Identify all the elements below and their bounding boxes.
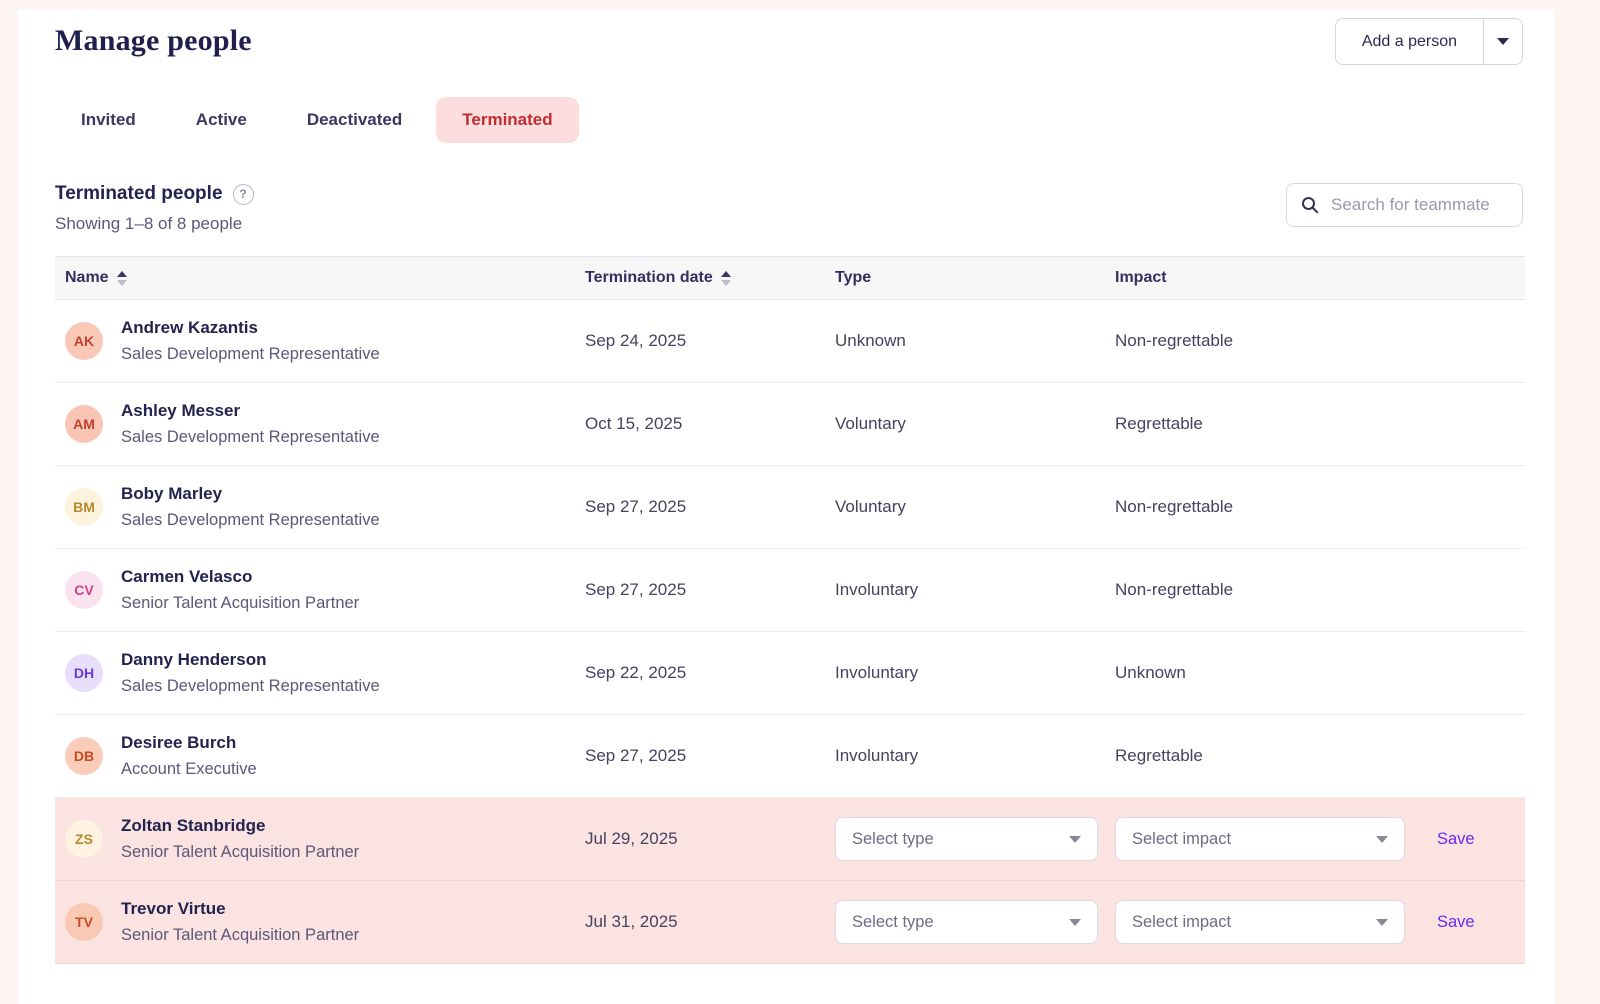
terminated-people-table: Name Termination date Type Impact AK And… [55, 256, 1525, 964]
tab-terminated[interactable]: Terminated [436, 97, 579, 143]
person-name: Ashley Messer [121, 400, 241, 420]
person-name: Desiree Burch [121, 732, 237, 752]
select-type-dropdown[interactable]: Select type [835, 817, 1098, 861]
person-role: Sales Development Representative [121, 428, 380, 447]
table-row[interactable]: DB Desiree Burch Account Executive Sep 2… [55, 715, 1525, 798]
person-name: Zoltan Stanbridge [121, 815, 266, 835]
save-button[interactable]: Save [1437, 912, 1475, 931]
column-header-name[interactable]: Name [55, 269, 585, 287]
termination-date: Oct 15, 2025 [585, 414, 683, 433]
avatar: TV [65, 902, 103, 941]
tab-deactivated[interactable]: Deactivated [306, 110, 403, 129]
termination-type: Involuntary [835, 746, 919, 765]
table-row[interactable]: BM Boby Marley Sales Development Represe… [55, 466, 1525, 549]
person-name: Danny Henderson [121, 649, 267, 669]
chevron-down-icon [1069, 835, 1081, 843]
table-row[interactable]: AK Andrew Kazantis Sales Development Rep… [55, 300, 1525, 383]
page-title: Manage people [55, 24, 252, 57]
termination-date: Sep 22, 2025 [585, 663, 687, 682]
select-impact-dropdown[interactable]: Select impact [1115, 817, 1405, 861]
termination-date: Sep 27, 2025 [585, 497, 687, 516]
sort-icon[interactable] [720, 270, 731, 286]
manage-people-panel: Manage people Add a person Invited Activ… [18, 10, 1555, 1004]
termination-type: Voluntary [835, 497, 906, 516]
person-role: Sales Development Representative [121, 677, 380, 696]
termination-impact: Regrettable [1115, 746, 1203, 765]
select-type-dropdown[interactable]: Select type [835, 900, 1098, 944]
results-count: Showing 1–8 of 8 people [55, 214, 243, 233]
add-person-split-button[interactable]: Add a person [1334, 18, 1523, 65]
table-row-pending[interactable]: TV Trevor Virtue Senior Talent Acquisiti… [55, 881, 1525, 964]
termination-type: Voluntary [835, 414, 906, 433]
table-header: Name Termination date Type Impact [55, 256, 1525, 300]
status-tabs: Invited Active Deactivated Terminated [55, 97, 1523, 143]
avatar: CV [65, 570, 103, 609]
termination-date: Sep 27, 2025 [585, 746, 687, 765]
column-header-type: Type [835, 269, 872, 286]
termination-impact: Unknown [1115, 663, 1186, 682]
select-impact-dropdown[interactable]: Select impact [1115, 900, 1405, 944]
person-role: Sales Development Representative [121, 511, 380, 530]
person-name: Trevor Virtue [121, 898, 226, 918]
person-role: Account Executive [121, 760, 257, 779]
column-header-impact: Impact [1115, 269, 1167, 286]
termination-type: Involuntary [835, 580, 919, 599]
table-row[interactable]: AM Ashley Messer Sales Development Repre… [55, 383, 1525, 466]
section-title: Terminated people [55, 183, 223, 204]
question-mark-circle-icon[interactable]: ? [232, 183, 254, 205]
termination-impact: Non-regrettable [1115, 497, 1234, 516]
table-row[interactable]: DH Danny Henderson Sales Development Rep… [55, 632, 1525, 715]
termination-impact: Regrettable [1115, 414, 1203, 433]
chevron-down-icon [1376, 835, 1388, 843]
person-role: Senior Talent Acquisition Partner [121, 843, 360, 862]
section-header: Terminated people ? Showing 1–8 of 8 peo… [55, 183, 1523, 234]
chevron-down-icon [1069, 918, 1081, 926]
page-header: Manage people Add a person [55, 18, 1523, 65]
search-icon [1301, 196, 1319, 214]
person-role: Sales Development Representative [121, 345, 380, 364]
add-person-dropdown-toggle[interactable] [1484, 19, 1522, 64]
termination-impact: Non-regrettable [1115, 580, 1234, 599]
avatar: AK [65, 321, 103, 360]
chevron-down-icon [1497, 38, 1509, 45]
add-person-button[interactable]: Add a person [1336, 19, 1484, 64]
tab-active[interactable]: Active [195, 110, 247, 129]
avatar: BM [65, 487, 103, 526]
termination-date: Jul 29, 2025 [585, 829, 678, 848]
search-input[interactable] [1331, 195, 1508, 215]
table-row-pending[interactable]: ZS Zoltan Stanbridge Senior Talent Acqui… [55, 798, 1525, 881]
avatar: AM [65, 404, 103, 443]
search-box[interactable] [1286, 183, 1523, 227]
termination-impact: Non-regrettable [1115, 331, 1234, 350]
termination-type: Unknown [835, 331, 906, 350]
termination-type: Involuntary [835, 663, 919, 682]
tab-invited[interactable]: Invited [81, 110, 136, 129]
person-name: Carmen Velasco [121, 566, 253, 586]
avatar: DB [65, 736, 103, 775]
save-button[interactable]: Save [1437, 829, 1475, 848]
termination-date: Sep 24, 2025 [585, 331, 687, 350]
table-row[interactable]: CV Carmen Velasco Senior Talent Acquisit… [55, 549, 1525, 632]
person-role: Senior Talent Acquisition Partner [121, 926, 360, 945]
person-role: Senior Talent Acquisition Partner [121, 594, 360, 613]
sort-icon[interactable] [116, 270, 127, 286]
avatar: ZS [65, 819, 103, 858]
person-name: Boby Marley [121, 483, 223, 503]
termination-date: Jul 31, 2025 [585, 912, 678, 931]
chevron-down-icon [1376, 918, 1388, 926]
avatar: DH [65, 653, 103, 692]
termination-date: Sep 27, 2025 [585, 580, 687, 599]
person-name: Andrew Kazantis [121, 317, 258, 337]
column-header-termination-date[interactable]: Termination date [585, 269, 835, 287]
